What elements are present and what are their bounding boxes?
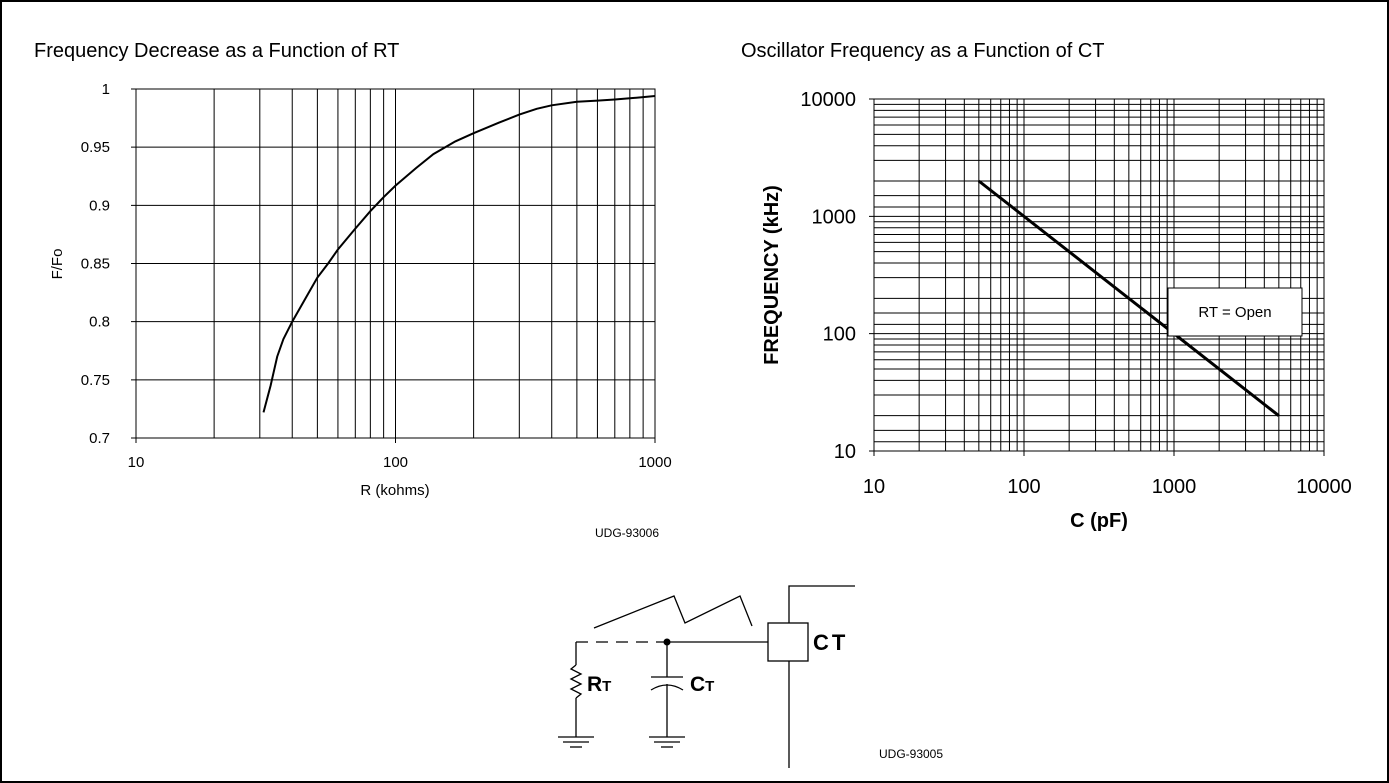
chart2-y-tick-label: 100 <box>823 324 856 346</box>
ic-outline <box>788 585 855 768</box>
rt-resistor <box>569 664 583 699</box>
chart2-x-label: C (pF) <box>1070 510 1128 532</box>
chart1-plot-frame <box>135 88 656 439</box>
sawtooth-waveform <box>593 595 753 629</box>
chart1-y-tick-label: 0.75 <box>81 372 110 389</box>
chart1-title: Frequency Decrease as a Function of RT <box>34 40 399 62</box>
schematic-footnote: UDG-93005 <box>879 747 943 761</box>
chart1-footnote: UDG-93006 <box>595 526 659 540</box>
ct-label: CT <box>690 673 714 696</box>
ct-pin-label: CT <box>813 630 848 655</box>
chart1-y-tick-label: 0.85 <box>81 256 110 273</box>
chart2-grid <box>869 98 1325 456</box>
chart2-x-tick-label: 1000 <box>1152 476 1197 498</box>
chart1-y-tick-label: 0.8 <box>89 314 110 331</box>
chart1-x-ticks: 10 100 1000 <box>128 454 672 471</box>
chart1-x-label: R (kohms) <box>360 482 429 499</box>
chart1-y-tick-label: 1 <box>102 81 110 98</box>
chart2-annotation-box <box>1167 287 1303 337</box>
chart1-y-tick-label: 0.7 <box>89 430 110 447</box>
rt-label: RT <box>587 673 611 696</box>
chart2-x-ticks: 10 100 1000 10000 <box>863 476 1352 498</box>
chart1-y-tick-label: 0.95 <box>81 139 110 156</box>
chart2-series-line <box>977 179 1280 417</box>
chart1-y-tick-label: 0.9 <box>89 197 110 214</box>
chart2-x-tick-label: 10000 <box>1296 476 1352 498</box>
chart2-x-tick-label: 100 <box>1007 476 1040 498</box>
chart2-y-tick-label: 1000 <box>812 206 857 228</box>
chart1-x-tick-label: 1000 <box>638 454 671 471</box>
chart2-y-tick-label: 10000 <box>800 89 856 111</box>
chart2-title: Oscillator Frequency as a Function of CT <box>741 40 1104 62</box>
chart-frequency-vs-rt: Frequency Decrease as a Function of RT 1… <box>34 40 672 540</box>
oscillator-schematic: RT CT CT UDG-93005 <box>558 585 943 768</box>
chart1-x-tick-label: 100 <box>383 454 408 471</box>
chart1-y-ticks: 0.7 0.75 0.8 0.85 0.9 0.95 1 <box>81 81 110 447</box>
chart1-grid <box>131 88 656 443</box>
chart2-annotation: RT = Open <box>1198 304 1271 321</box>
chart2-y-label: FREQUENCY (kHz) <box>761 185 783 365</box>
chart2-plot-frame <box>873 98 1325 452</box>
chart1-y-label: F/Fo <box>49 249 66 280</box>
chart2-y-tick-label: 10 <box>834 441 856 463</box>
chart-frequency-vs-ct: Oscillator Frequency as a Function of CT… <box>741 40 1352 532</box>
ct-pin-box <box>767 622 809 662</box>
chart1-series-line <box>262 95 656 413</box>
chart1-x-tick-label: 10 <box>128 454 145 471</box>
chart2-y-ticks: 10 100 1000 10000 <box>800 89 856 463</box>
chart2-x-tick-label: 10 <box>863 476 885 498</box>
